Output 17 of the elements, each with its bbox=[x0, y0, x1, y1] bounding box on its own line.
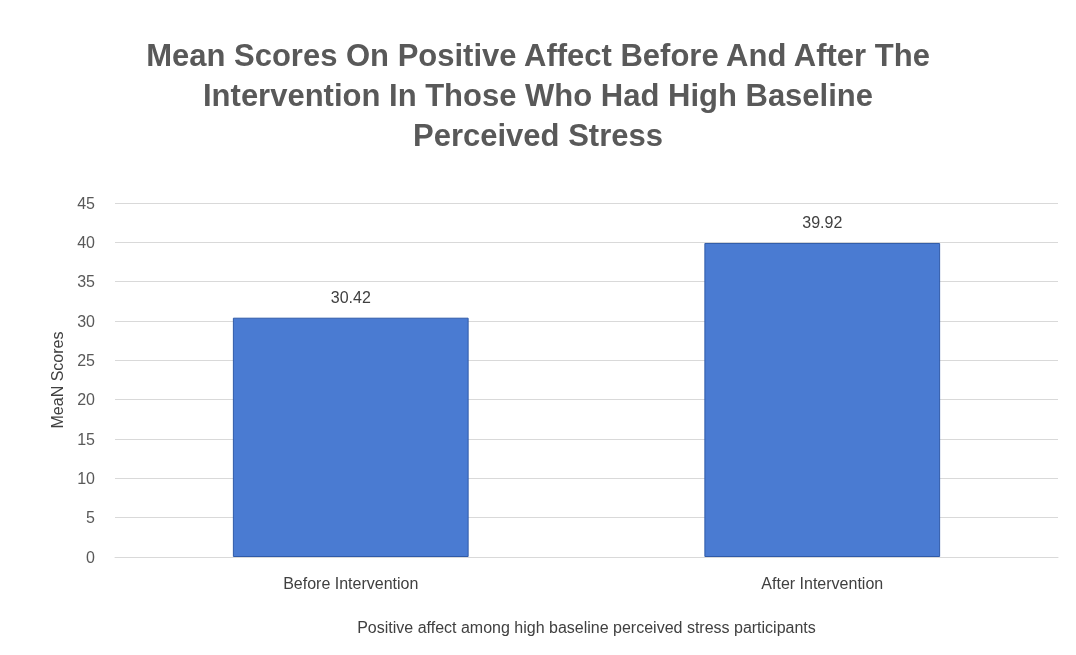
y-tick-label: 10 bbox=[77, 469, 96, 487]
y-tick-label: 35 bbox=[77, 273, 96, 291]
chart-title: Mean Scores On Positive Affect Before And After The Intervention In Those Who Had High Baseline Perceived Stress bbox=[146, 37, 930, 153]
y-tick-label: 30 bbox=[77, 312, 96, 330]
y-tick-label: 40 bbox=[77, 233, 96, 251]
x-tick-label: After Intervention bbox=[761, 574, 884, 592]
data-label: 30.42 bbox=[330, 289, 371, 307]
y-tick-label: 25 bbox=[77, 351, 96, 369]
y-tick-label: 45 bbox=[77, 194, 96, 212]
x-tick-label: Before Intervention bbox=[283, 574, 419, 592]
y-tick-label: 5 bbox=[86, 509, 96, 527]
data-label: 39.92 bbox=[802, 214, 843, 232]
y-axis-title: MeaN Scores bbox=[48, 331, 66, 429]
y-tick-label: 15 bbox=[77, 430, 96, 448]
x-axis-title: Positive affect among high baseline perceived stress participants bbox=[357, 618, 816, 636]
y-tick-label: 20 bbox=[77, 391, 96, 409]
y-tick-label: 0 bbox=[86, 548, 96, 566]
